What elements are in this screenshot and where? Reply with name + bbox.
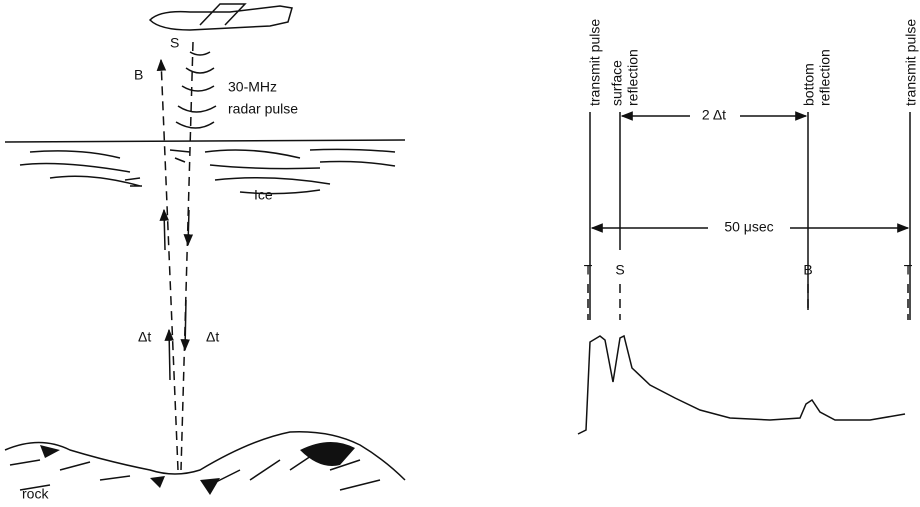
label: reflection xyxy=(625,49,641,106)
up-arrow-2 xyxy=(159,208,170,251)
delta-down: Δt xyxy=(206,329,219,345)
surface-label: S xyxy=(170,35,179,51)
interval-label: 2 Δt xyxy=(702,107,726,123)
up-arrow xyxy=(164,328,175,381)
airplane xyxy=(148,3,293,31)
label: surface xyxy=(609,60,625,106)
marker: B xyxy=(803,262,812,278)
marker: T xyxy=(904,262,913,278)
pulse-label: radar pulse xyxy=(228,101,298,117)
bottom-label: B xyxy=(134,67,143,83)
label: transmit pulse xyxy=(587,19,603,106)
down-arrow-2 xyxy=(183,209,194,247)
label: reflection xyxy=(817,49,833,106)
delta-up: Δt xyxy=(138,329,151,345)
left-diagram: B S 30-MHz radar pulse Ice Δt Δt rock xyxy=(4,3,406,502)
pulse-freq: 30-MHz xyxy=(228,79,277,95)
waveform xyxy=(577,334,906,435)
ice-label: Ice xyxy=(254,187,273,203)
marker: S xyxy=(615,262,624,278)
label: transmit pulse xyxy=(903,19,919,106)
ice-streaks xyxy=(19,148,396,195)
rock-dark xyxy=(40,441,355,495)
downward-path xyxy=(180,41,194,471)
marker: T xyxy=(584,262,593,278)
marker-ticks xyxy=(587,284,909,320)
rock-label: rock xyxy=(22,486,49,502)
radar-waves xyxy=(175,51,217,129)
down-arrow xyxy=(180,299,191,352)
label: bottom xyxy=(801,63,817,106)
period-label: 50 μsec xyxy=(724,219,773,235)
right-diagram: transmit pulse surface reflection bottom… xyxy=(577,19,919,435)
rock-terrain xyxy=(4,431,406,491)
upward-path xyxy=(156,58,179,471)
ice-surface xyxy=(4,139,406,143)
